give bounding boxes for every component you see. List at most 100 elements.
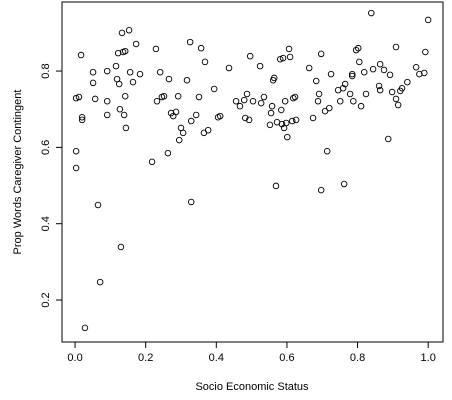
point <box>398 84 406 92</box>
point <box>290 94 297 102</box>
point <box>268 102 276 110</box>
point <box>279 54 287 62</box>
point <box>424 16 432 24</box>
point <box>288 117 296 125</box>
y-tick-label: 0.6 <box>40 140 52 155</box>
point <box>78 113 86 121</box>
point <box>120 111 128 119</box>
y-tick-label: 0.8 <box>40 63 52 78</box>
point <box>164 149 172 157</box>
point <box>115 80 123 88</box>
point <box>103 67 111 75</box>
point <box>315 90 323 98</box>
point <box>77 51 85 59</box>
point <box>421 69 428 77</box>
point <box>216 112 224 120</box>
point <box>346 90 354 98</box>
point <box>72 94 80 102</box>
point <box>225 64 233 72</box>
point <box>317 50 325 58</box>
point <box>285 45 293 53</box>
x-tick-label: 1.0 <box>421 352 436 364</box>
point <box>243 90 251 98</box>
point <box>121 47 129 55</box>
point <box>240 96 248 104</box>
point <box>126 68 134 76</box>
x-tick-label: 0.4 <box>209 352 224 364</box>
point <box>286 53 294 61</box>
point <box>148 158 156 166</box>
point <box>350 97 357 105</box>
point <box>375 82 383 90</box>
point <box>309 114 317 122</box>
point <box>242 114 249 122</box>
point <box>386 71 394 79</box>
point <box>327 70 335 78</box>
point <box>112 62 120 70</box>
point <box>266 121 274 129</box>
point <box>160 93 168 100</box>
y-tick-label: 0.4 <box>40 216 52 231</box>
point <box>249 97 257 105</box>
point <box>314 97 322 105</box>
point <box>404 78 411 86</box>
point <box>175 136 183 144</box>
point <box>136 70 144 78</box>
point <box>380 66 388 74</box>
point <box>292 116 300 124</box>
point <box>270 74 278 82</box>
point <box>201 58 209 66</box>
point <box>341 80 349 88</box>
point <box>412 64 420 71</box>
point <box>260 93 268 101</box>
point <box>416 70 423 78</box>
point <box>156 68 164 76</box>
point <box>232 97 240 105</box>
point <box>305 64 313 72</box>
point <box>118 29 126 37</box>
point <box>267 109 275 117</box>
point <box>282 119 290 127</box>
point <box>349 70 356 78</box>
point <box>340 180 348 188</box>
point <box>183 76 191 84</box>
point <box>122 124 130 132</box>
x-tick-label: 0.8 <box>350 352 365 364</box>
point <box>114 49 122 57</box>
point <box>385 135 392 143</box>
x-tick-label: 0.0 <box>67 352 82 364</box>
point <box>186 38 194 46</box>
point <box>388 88 396 96</box>
point <box>394 101 402 109</box>
point <box>278 120 286 128</box>
point <box>362 90 370 98</box>
point <box>392 43 400 51</box>
point <box>355 44 362 52</box>
point <box>369 65 377 73</box>
y-tick-label: 0.2 <box>40 292 52 307</box>
point <box>323 147 331 155</box>
point <box>91 95 99 103</box>
point <box>192 111 200 119</box>
point <box>96 278 104 286</box>
point <box>89 68 97 76</box>
point <box>281 97 289 105</box>
point <box>187 117 195 125</box>
point <box>195 93 203 101</box>
point <box>256 62 264 70</box>
point <box>103 97 111 105</box>
point <box>284 133 291 141</box>
point <box>197 44 205 52</box>
point <box>257 99 265 107</box>
point <box>368 9 375 17</box>
point <box>116 105 124 113</box>
point <box>361 68 368 76</box>
point <box>356 58 363 66</box>
point <box>312 77 320 85</box>
point <box>317 186 325 194</box>
plot-box <box>61 1 444 343</box>
point <box>75 93 83 101</box>
point <box>132 40 140 48</box>
x-tick-label: 0.6 <box>279 352 294 364</box>
